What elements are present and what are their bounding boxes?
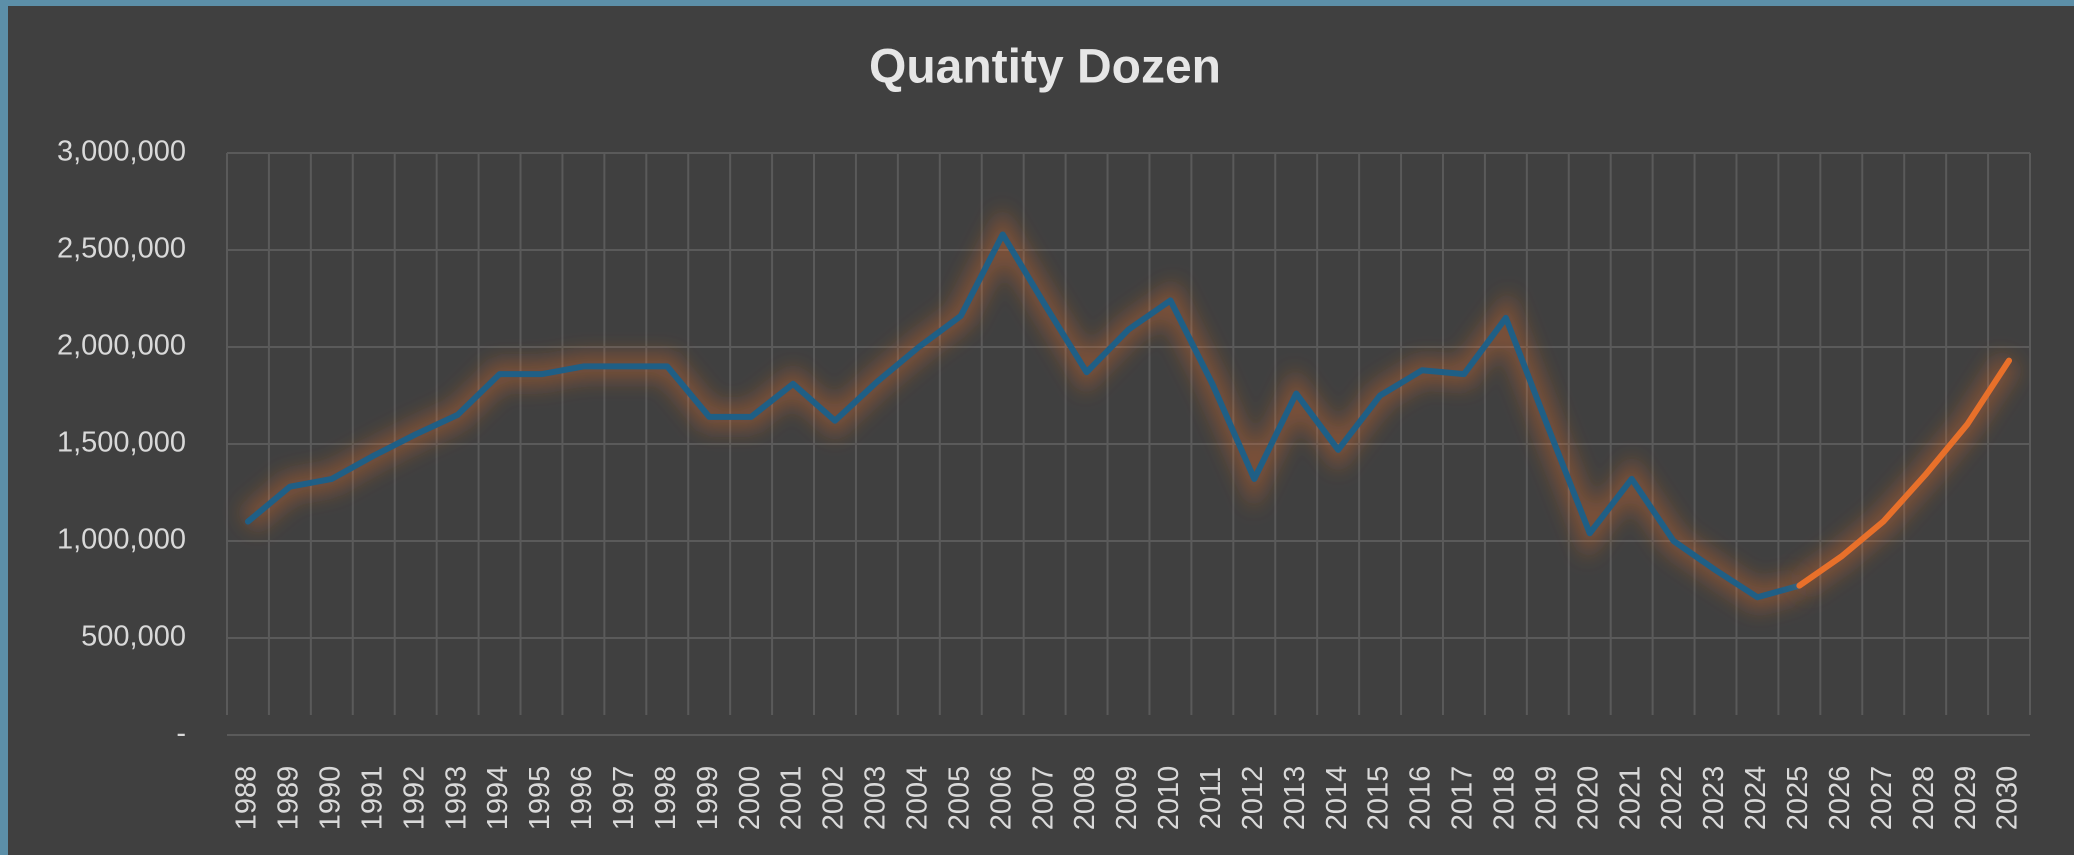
x-tick-label: 2015 [1363,766,1395,831]
x-tick-label: 2018 [1489,766,1521,831]
y-tick-label: 3,000,000 [57,136,186,168]
x-tick-label: 2023 [1698,766,1730,831]
x-tick-label: 2004 [902,766,934,831]
x-tick-label: 1999 [692,766,724,831]
x-tick-label: 1996 [566,766,598,831]
x-tick-label: 2026 [1824,766,1856,831]
x-tick-label: 1994 [482,766,514,831]
y-tick-label: 2,500,000 [57,233,186,265]
x-tick-label: 2021 [1614,766,1646,831]
y-tick-label: 2,000,000 [57,330,186,362]
x-tick-label: 2000 [734,766,766,831]
x-tick-label: 2020 [1572,766,1604,831]
x-tick-label: 2011 [1195,767,1227,829]
x-tick-label: 2008 [1069,766,1101,831]
x-tick-label: 1998 [650,766,682,831]
x-tick-label: 2017 [1447,766,1479,831]
chart-background [8,6,2074,855]
x-tick-label: 1997 [608,766,640,831]
x-tick-label: 1988 [231,766,263,831]
x-tick-label: 1992 [398,766,430,831]
x-tick-label: 2014 [1321,766,1353,831]
x-tick-label: 2009 [1111,766,1143,831]
x-tick-label: 1990 [314,766,346,831]
x-tick-label: 2022 [1656,766,1688,831]
x-tick-label: 2002 [818,766,850,831]
x-tick-label: 2030 [1992,766,2024,831]
x-tick-label: 2029 [1950,766,1982,831]
x-tick-label: 2005 [943,766,975,831]
y-tick-label: 1,000,000 [57,524,186,556]
x-tick-label: 2024 [1740,766,1772,831]
x-tick-label: 2028 [1908,766,1940,831]
x-tick-label: 2027 [1866,766,1898,831]
x-tick-label: 2016 [1405,766,1437,831]
y-tick-label: 500,000 [81,621,186,653]
y-tick-label: - [176,718,186,750]
x-tick-label: 1991 [356,766,388,831]
x-tick-label: 2019 [1530,766,1562,831]
x-tick-label: 2006 [985,766,1017,831]
x-tick-label: 1995 [524,766,556,831]
chart-title: Quantity Dozen [869,41,1221,94]
x-tick-label: 2012 [1237,766,1269,831]
line [1796,357,2013,589]
line [244,231,1803,601]
x-tick-label: 2013 [1279,766,1311,831]
y-tick-label: 1,500,000 [57,427,186,459]
x-tick-label: 2025 [1782,766,1814,831]
x-tick-label: 1989 [273,766,305,831]
x-tick-label: 2007 [1027,766,1059,831]
x-tick-label: 2010 [1153,766,1185,831]
x-tick-label: 1993 [440,766,472,831]
x-tick-label: 2001 [776,766,808,831]
x-tick-label: 2003 [860,766,892,831]
